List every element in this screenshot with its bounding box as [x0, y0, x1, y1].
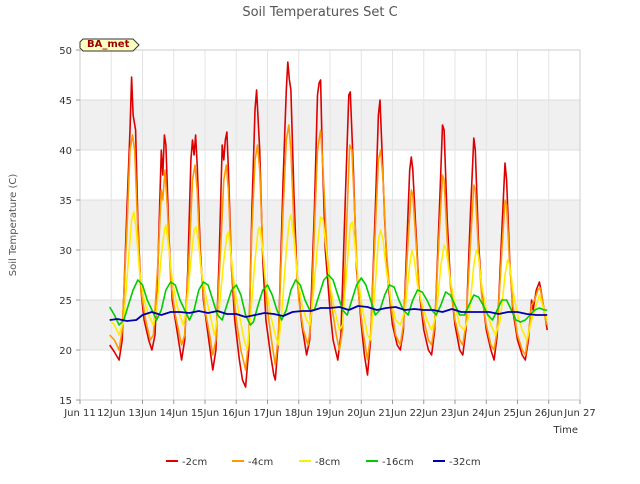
- x-tick-label: Jun 27: [563, 408, 596, 419]
- x-tick-label: 22Jun: [410, 408, 438, 419]
- legend-label: -32cm: [449, 457, 481, 468]
- x-tick-label: 17Jun: [253, 408, 281, 419]
- x-tick-label: 25Jun: [503, 408, 531, 419]
- x-tick-label: 23Jun: [441, 408, 469, 419]
- x-tick-label: 24Jun: [472, 408, 500, 419]
- legend: -2cm -4cm -8cm -16cm -32cm: [166, 457, 481, 468]
- y-tick-label: 25: [59, 296, 72, 307]
- chart-title: Soil Temperatures Set C: [242, 5, 397, 20]
- annotation-label: BA_met: [87, 39, 130, 50]
- x-tick-label: 13Jun: [128, 408, 156, 419]
- annotation-box: [79, 38, 140, 52]
- x-tick-label: 14Jun: [160, 408, 188, 419]
- x-axis-label: Time: [553, 425, 578, 436]
- y-tick-label: 35: [59, 196, 72, 207]
- x-axis-ticks: Jun 11 12Jun 13Jun 14Jun 15Jun 16Jun 17Jun 18Ju…: [63, 400, 596, 419]
- y-tick-label: 15: [59, 396, 72, 407]
- series-line-minus-16cm: [109, 274, 548, 326]
- y-tick-label: 50: [59, 46, 72, 57]
- x-tick-label: 20Jun: [347, 408, 375, 419]
- series-lines: [109, 61, 548, 388]
- x-tick-label: 12Jun: [97, 408, 125, 419]
- x-tick-label: 16Jun: [222, 408, 250, 419]
- y-axis-ticks: 15 20 25 30 35 40 45 50: [59, 46, 80, 407]
- x-tick-label: 19Jun: [316, 408, 344, 419]
- legend-label: -16cm: [382, 457, 414, 468]
- y-tick-label: 40: [59, 146, 72, 157]
- x-tick-label: 18Jun: [285, 408, 313, 419]
- y-axis-label: Soil Temperature (C): [8, 174, 19, 277]
- series-line-minus-4cm: [109, 124, 548, 371]
- series-line-minus-2cm: [109, 61, 548, 388]
- series-line-minus-8cm: [109, 211, 548, 351]
- legend-label: -4cm: [248, 457, 273, 468]
- y-tick-label: 30: [59, 246, 72, 257]
- legend-label: -8cm: [315, 457, 340, 468]
- y-tick-label: 20: [59, 346, 72, 357]
- station-annotation: BA_met: [79, 38, 140, 52]
- y-tick-label: 45: [59, 96, 72, 107]
- series-line-minus-32cm: [109, 305, 548, 322]
- x-tick-label: 15Jun: [191, 408, 219, 419]
- x-tick-label: 21Jun: [378, 408, 406, 419]
- x-tick-label: 26Jun: [535, 408, 563, 419]
- x-tick-label: Jun 11: [63, 408, 96, 419]
- legend-label: -2cm: [182, 457, 207, 468]
